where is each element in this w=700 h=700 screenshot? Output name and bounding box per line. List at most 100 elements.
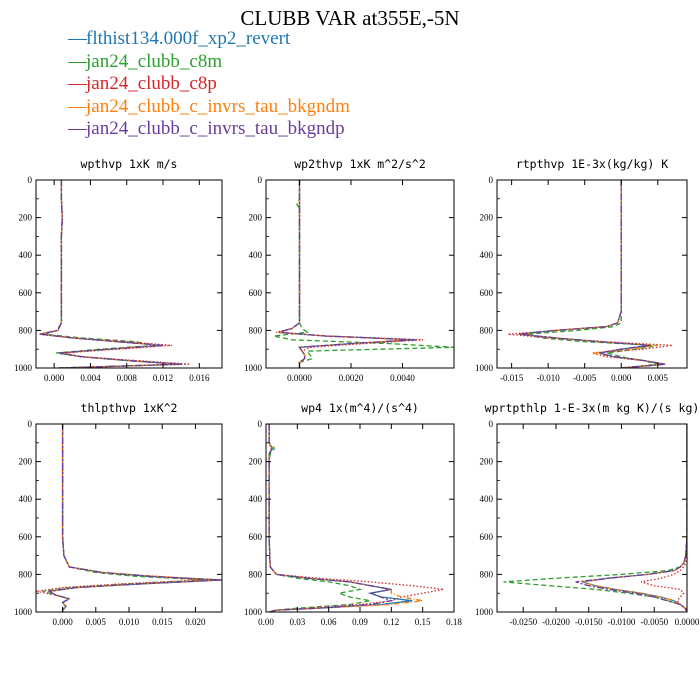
legend-item: —jan24_clubb_c_invrs_tau_bkgndm xyxy=(68,96,350,119)
x-tick-label: 0.0000 xyxy=(287,373,312,383)
x-tick-label: 0.000 xyxy=(44,373,65,383)
y-tick-label: 800 xyxy=(480,569,494,579)
legend-marker: — xyxy=(68,118,87,139)
x-tick-label: 0.016 xyxy=(189,373,210,383)
legend-marker: — xyxy=(68,95,87,117)
x-tick-label: 0.005 xyxy=(86,617,107,627)
x-tick-label: 0.0020 xyxy=(339,373,364,383)
x-tick-label: 0.000 xyxy=(52,617,73,627)
x-tick-label: 0.000 xyxy=(611,373,632,383)
x-tick-label: -0.0150 xyxy=(575,617,603,627)
panel-title: rtpthvp 1E-3x(kg/kg) K xyxy=(516,157,668,171)
y-tick-label: 1000 xyxy=(244,363,263,373)
panel-2: wp2thvp 1xK m^2/s^2 0 200 400 600 800 1000 0.00… xyxy=(244,157,455,383)
panel-1: wpthvp 1xK m/s 0 200 400 600 800 1000 0.000 0.00… xyxy=(14,157,223,383)
series-line-1 xyxy=(518,180,666,368)
y-tick-label: 200 xyxy=(480,457,494,467)
y-tick-label: 0 xyxy=(258,419,263,429)
series-line-3 xyxy=(38,180,191,368)
y-tick-label: 400 xyxy=(249,494,263,504)
y-tick-label: 800 xyxy=(480,325,494,335)
series-line-4 xyxy=(278,180,408,368)
x-tick-label: 0.06 xyxy=(321,617,337,627)
legend-label: jan24_clubb_c8p xyxy=(86,73,217,94)
x-tick-label: 0.012 xyxy=(153,373,173,383)
legend-label: jan24_clubb_c8m xyxy=(86,50,223,72)
legend-item: —jan24_clubb_c8p xyxy=(68,73,350,96)
x-tick-label: 0.008 xyxy=(117,373,138,383)
plot-frame xyxy=(496,179,688,369)
y-tick-label: 200 xyxy=(19,457,33,467)
y-tick-label: 800 xyxy=(19,325,33,335)
series-line-5 xyxy=(47,424,222,612)
panel-4: thlpthvp 1xK^2 0 200 400 600 800 1000 0.000 0.00… xyxy=(14,401,223,627)
x-tick-label: 0.0000 xyxy=(675,617,700,627)
legend-item: —flthist134.000f_xp2_revert xyxy=(68,28,350,51)
y-tick-label: 400 xyxy=(249,250,263,260)
y-tick-label: 0 xyxy=(28,175,33,185)
y-tick-label: 200 xyxy=(19,213,33,223)
series-line-3 xyxy=(36,424,203,612)
series-line-5 xyxy=(268,424,394,612)
series-line-5 xyxy=(278,180,416,368)
legend-label: jan24_clubb_c_invrs_tau_bkgndp xyxy=(86,118,345,139)
series-line-2 xyxy=(273,180,454,368)
series-line-3 xyxy=(507,180,673,368)
x-tick-label: 0.18 xyxy=(446,617,462,627)
y-tick-label: 1000 xyxy=(475,363,494,373)
legend-item: —jan24_clubb_c_invrs_tau_bkgndp xyxy=(68,118,350,141)
x-tick-label: -0.005 xyxy=(573,373,597,383)
series-line-2 xyxy=(268,424,371,612)
series-line-5 xyxy=(575,424,687,612)
x-tick-label: 0.015 xyxy=(152,617,173,627)
x-tick-label: -0.0050 xyxy=(640,617,668,627)
y-tick-label: 400 xyxy=(480,494,494,504)
x-tick-label: 0.09 xyxy=(352,617,368,627)
series-line-4 xyxy=(518,180,666,368)
series-line-2 xyxy=(526,180,658,368)
series-line-3 xyxy=(640,424,687,612)
panel-6: wprtpthlp 1-E-3x(m kg K)/(s kg) 0 200 400 60… xyxy=(475,401,700,627)
x-tick-label: -0.015 xyxy=(500,373,524,383)
y-tick-label: 600 xyxy=(19,532,33,542)
x-tick-label: 0.15 xyxy=(415,617,431,627)
y-tick-label: 200 xyxy=(249,213,263,223)
series-line-1 xyxy=(268,424,413,612)
legend-item: —jan24_clubb_c8m xyxy=(68,51,350,74)
x-tick-label: 0.020 xyxy=(185,617,206,627)
y-tick-label: 0 xyxy=(258,175,263,185)
series-line-2 xyxy=(44,180,182,368)
legend: —flthist134.000f_xp2_revert —jan24_clubb… xyxy=(68,28,350,141)
y-tick-label: 200 xyxy=(249,457,263,467)
y-tick-label: 600 xyxy=(19,288,33,298)
x-tick-label: 0.004 xyxy=(80,373,101,383)
panel-title: wpthvp 1xK m/s xyxy=(81,157,178,171)
y-tick-label: 400 xyxy=(480,250,494,260)
series-line-4 xyxy=(582,424,687,612)
legend-marker: — xyxy=(68,73,87,94)
series-line-3 xyxy=(268,424,444,612)
series-line-5 xyxy=(40,180,182,368)
legend-label: jan24_clubb_c_invrs_tau_bkgndm xyxy=(86,95,350,117)
panel-title: wp4 1x(m^4)/(s^4) xyxy=(301,401,419,415)
panel-title: wprtpthlp 1-E-3x(m kg K)/(s kg) xyxy=(485,401,700,415)
x-tick-label: 0.00 xyxy=(258,617,274,627)
x-tick-label: -0.0200 xyxy=(542,617,570,627)
x-tick-label: -0.010 xyxy=(537,373,561,383)
x-tick-label: 0.010 xyxy=(119,617,140,627)
y-tick-label: 600 xyxy=(249,532,263,542)
panel-title: wp2thvp 1xK m^2/s^2 xyxy=(294,157,426,171)
panel-3: rtpthvp 1E-3x(kg/kg) K02004006008001000-… xyxy=(475,157,688,383)
legend-marker: — xyxy=(68,28,87,49)
y-tick-label: 400 xyxy=(19,250,33,260)
y-tick-label: 1000 xyxy=(14,363,33,373)
figure-title: CLUBB VAR at355E,-5N xyxy=(240,6,460,30)
x-tick-label: 0.03 xyxy=(289,617,305,627)
y-tick-label: 1000 xyxy=(14,607,33,617)
y-tick-label: 400 xyxy=(19,494,33,504)
series-line-4 xyxy=(47,424,222,612)
x-tick-label: 0.005 xyxy=(648,373,669,383)
y-tick-label: 1000 xyxy=(244,607,263,617)
